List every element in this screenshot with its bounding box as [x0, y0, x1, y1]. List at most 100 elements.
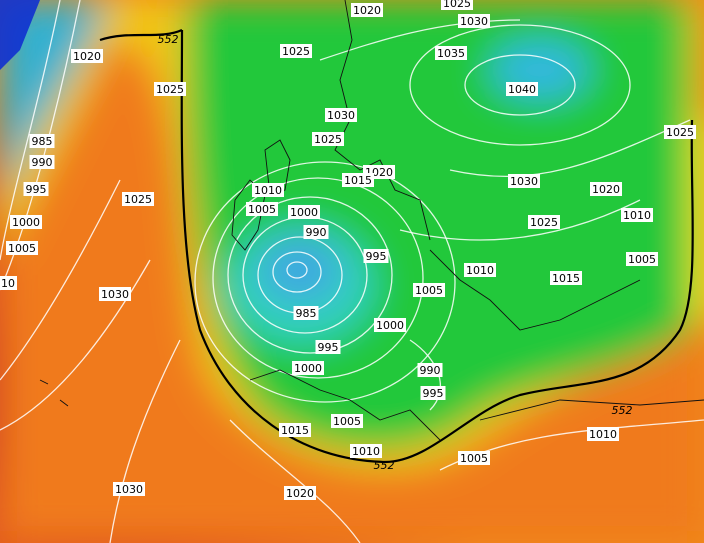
- label-box: [350, 444, 382, 458]
- label-box: [363, 249, 389, 263]
- isobar-value: 1025: [443, 0, 471, 10]
- label-box: [413, 283, 445, 297]
- isobar-label: 1015: [550, 271, 582, 285]
- label-box: [342, 173, 374, 187]
- label-box: [458, 14, 490, 28]
- isobar-label: 1005: [413, 283, 445, 297]
- isobar-value: 985: [32, 135, 53, 148]
- isobar-value: 1010: [589, 428, 617, 441]
- label-box: [325, 108, 357, 122]
- isobar-value: 1015: [552, 272, 580, 285]
- isobar-label: 1015: [342, 173, 374, 187]
- isobar-value: 1025: [666, 126, 694, 139]
- label-box: [508, 174, 540, 188]
- isobar-value: 1020: [353, 4, 381, 17]
- coastlines: [39, 0, 704, 441]
- label-box: [71, 49, 103, 63]
- isobar-value: 1020: [286, 487, 314, 500]
- isobar-label: 985: [293, 306, 319, 320]
- isobar-label: 1005: [458, 451, 490, 465]
- isobar-value: 1025: [124, 193, 152, 206]
- isobar-value: 990: [306, 226, 327, 239]
- label-box: [417, 363, 443, 377]
- isobar-label: 1040: [506, 82, 538, 96]
- isobar-value: 1025: [530, 216, 558, 229]
- isobar-value: 1000: [294, 362, 322, 375]
- label-box: [23, 182, 49, 196]
- isobar-label: 1000: [292, 361, 324, 375]
- isobar-label: 1000: [288, 205, 320, 219]
- isobar-value: 985: [296, 307, 317, 320]
- label-box: [10, 215, 42, 229]
- isobar-value: 995: [26, 183, 47, 196]
- isobar-value: 10: [1, 277, 15, 290]
- isobar-label: 1025: [441, 0, 473, 10]
- label-box: [113, 482, 145, 496]
- isobar-value: 1035: [437, 47, 465, 60]
- isobar-label: 995: [23, 182, 49, 196]
- label-box: [280, 44, 312, 58]
- isobar-label: 1010: [587, 427, 619, 441]
- isobar-value: 1010: [352, 445, 380, 458]
- isobar-value: 1015: [281, 424, 309, 437]
- label-box: [279, 423, 311, 437]
- isobar-label: 1030: [458, 14, 490, 28]
- isobar-value: 990: [32, 156, 53, 169]
- isobar-label: 1005: [626, 252, 658, 266]
- isobar-label: 995: [363, 249, 389, 263]
- isobar-label: 1010: [350, 444, 382, 458]
- isobar-label: 1020: [284, 486, 316, 500]
- isobar-value: 995: [318, 341, 339, 354]
- label-box: [528, 215, 560, 229]
- isobar-value: 1000: [12, 216, 40, 229]
- label-box: [303, 225, 329, 239]
- isobar-label: 1025: [154, 82, 186, 96]
- isobar-value: 1000: [376, 319, 404, 332]
- isobar-label: 1010: [252, 183, 284, 197]
- isobar-value: 1025: [314, 133, 342, 146]
- isobar-label: 1020: [351, 3, 383, 17]
- label-box: [331, 414, 363, 428]
- label-box: [292, 361, 324, 375]
- isobar-value: 1040: [508, 83, 536, 96]
- labels: 1020 1025 1030 1020 1025 1035 1025 1040 1030 1025…: [0, 0, 696, 500]
- label-box: [154, 82, 186, 96]
- isobar-value: 1030: [460, 15, 488, 28]
- isobar-label: 1030: [325, 108, 357, 122]
- label-box: [506, 82, 538, 96]
- isobar-label: 1030: [99, 287, 131, 301]
- label-box: [0, 276, 17, 290]
- isobar-value: 1010: [254, 184, 282, 197]
- geopotential-label: 552: [612, 404, 633, 417]
- isobar-label: 1030: [113, 482, 145, 496]
- isobar-value: 1005: [333, 415, 361, 428]
- isobar-value: 1005: [460, 452, 488, 465]
- label-box: [351, 3, 383, 17]
- label-box: [288, 205, 320, 219]
- label-box: [29, 134, 55, 148]
- label-box: [374, 318, 406, 332]
- isobar-label: 1010: [464, 263, 496, 277]
- label-box: [626, 252, 658, 266]
- isobar-label: 995: [315, 340, 341, 354]
- label-box: [621, 208, 653, 222]
- isobar-label: 1005: [246, 202, 278, 216]
- isobar-label: 990: [29, 155, 55, 169]
- isobar-label: 1025: [528, 215, 560, 229]
- label-box: [441, 0, 473, 10]
- isobar-value: 1030: [101, 288, 129, 301]
- isobar-label: 1030: [508, 174, 540, 188]
- isobar-value: 1005: [415, 284, 443, 297]
- label-box: [99, 287, 131, 301]
- isobar-value: 1000: [290, 206, 318, 219]
- isobar-value: 1005: [8, 242, 36, 255]
- isobar-label: 1025: [280, 44, 312, 58]
- isobar-value: 1030: [115, 483, 143, 496]
- label-box: [420, 386, 446, 400]
- label-box: [246, 202, 278, 216]
- label-box: [315, 340, 341, 354]
- geopotential-552-line: [99, 28, 694, 464]
- isobar-value: 1020: [73, 50, 101, 63]
